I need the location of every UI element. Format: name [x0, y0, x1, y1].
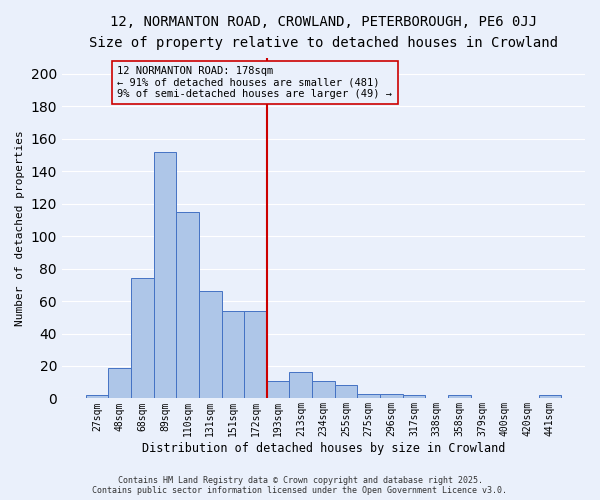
Bar [154, 152, 176, 398]
X-axis label: Distribution of detached houses by size in Crowland: Distribution of detached houses by size … [142, 442, 505, 455]
Bar [267, 380, 289, 398]
Bar [109, 368, 131, 398]
Bar [403, 395, 425, 398]
Bar [289, 372, 312, 398]
Bar [244, 311, 267, 398]
Bar [176, 212, 199, 398]
Bar [539, 395, 561, 398]
Text: 12 NORMANTON ROAD: 178sqm
← 91% of detached houses are smaller (481)
9% of semi-: 12 NORMANTON ROAD: 178sqm ← 91% of detac… [118, 66, 392, 99]
Text: Contains HM Land Registry data © Crown copyright and database right 2025.
Contai: Contains HM Land Registry data © Crown c… [92, 476, 508, 495]
Bar [335, 386, 358, 398]
Y-axis label: Number of detached properties: Number of detached properties [15, 130, 25, 326]
Bar [86, 395, 109, 398]
Bar [199, 292, 221, 399]
Bar [448, 395, 470, 398]
Bar [312, 380, 335, 398]
Bar [358, 394, 380, 398]
Bar [131, 278, 154, 398]
Title: 12, NORMANTON ROAD, CROWLAND, PETERBOROUGH, PE6 0JJ
Size of property relative to: 12, NORMANTON ROAD, CROWLAND, PETERBOROU… [89, 15, 558, 50]
Bar [380, 394, 403, 398]
Bar [221, 311, 244, 398]
